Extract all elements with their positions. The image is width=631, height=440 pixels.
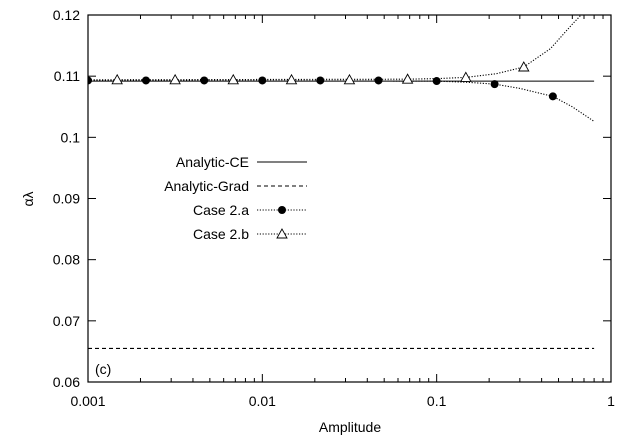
data-point — [316, 76, 325, 85]
x-tick-label: 0.1 — [427, 393, 447, 409]
y-axis-label: αλ — [20, 191, 36, 206]
legend-label: Case 2.b — [193, 226, 249, 242]
legend-marker — [276, 228, 288, 239]
data-point — [285, 73, 298, 85]
legend-label: Analytic-Grad — [164, 178, 249, 194]
x-tick-label: 0.001 — [70, 393, 105, 409]
annotation-label: (c) — [95, 361, 111, 377]
plot-data — [88, 15, 595, 349]
data-point — [141, 76, 150, 85]
series-2 — [88, 76, 595, 122]
legend: Analytic-CE Analytic-Grad Case 2.a Case 2.b — [164, 154, 307, 242]
data-point — [518, 61, 530, 72]
legend-label: Analytic-CE — [176, 154, 249, 170]
data-point — [169, 73, 181, 85]
legend-label: Case 2.a — [193, 202, 249, 218]
data-point — [460, 71, 472, 82]
y-tick-label: 0.08 — [53, 252, 80, 268]
y-tick-label: 0.09 — [53, 191, 80, 207]
x-axis-label: Amplitude — [319, 419, 381, 435]
data-point — [111, 73, 123, 85]
y-tick-label: 0.1 — [61, 129, 81, 145]
y-tick-label: 0.11 — [54, 68, 80, 84]
x-tick-label: 1 — [607, 393, 615, 409]
data-point — [401, 73, 414, 84]
data-point — [343, 73, 356, 85]
y-tick-label: 0.06 — [53, 374, 80, 390]
data-point — [374, 76, 383, 85]
x-tick-label: 0.01 — [249, 393, 276, 409]
series-line — [88, 79, 595, 122]
data-point — [88, 76, 92, 85]
data-point — [200, 76, 209, 85]
data-point — [490, 80, 499, 89]
plot-frame — [87, 14, 612, 383]
data-point — [432, 77, 441, 86]
data-point — [258, 76, 267, 85]
data-point — [227, 73, 240, 85]
data-point — [548, 92, 557, 101]
legend-marker — [278, 206, 286, 214]
y-tick-label: 0.12 — [53, 7, 80, 23]
series-3 — [88, 15, 582, 85]
y-tick-label: 0.07 — [53, 313, 80, 329]
series-line — [88, 15, 582, 81]
axis-ticks: 0.001 0.01 0.1 10.060.070.080.090.10.110.12 — [53, 7, 615, 409]
